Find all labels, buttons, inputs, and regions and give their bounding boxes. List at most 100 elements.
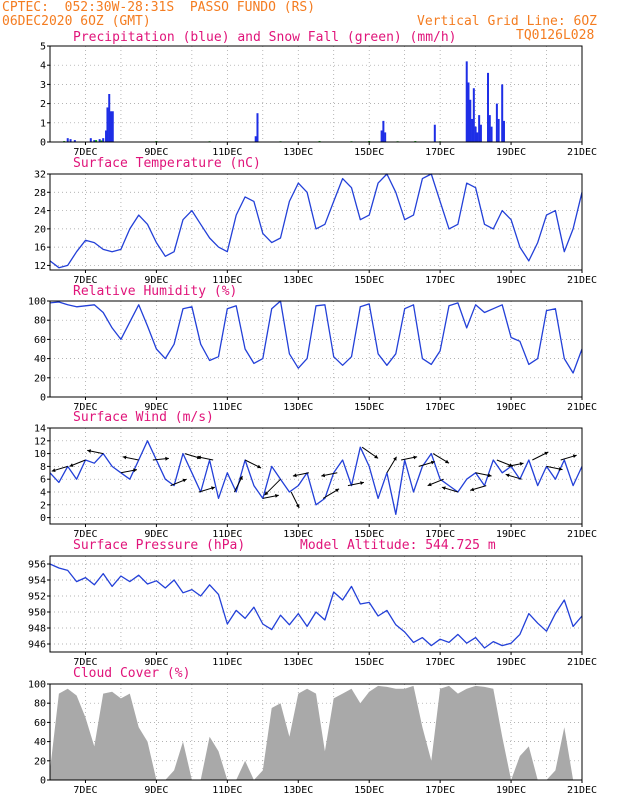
precip-bar — [69, 139, 72, 142]
precip-bar — [108, 94, 111, 142]
header-date: 06DEC2020 6OZ (GMT) — [2, 14, 151, 29]
precip-bar — [384, 132, 387, 142]
wind-arrow-head — [87, 449, 91, 453]
wind-ytick-label: 2 — [40, 500, 46, 511]
wind-arrow-head — [197, 455, 201, 460]
temp-xtick-label: 19DEC — [496, 275, 526, 286]
wind-arrow-head — [572, 454, 577, 458]
rh-xtick-label: 15DEC — [354, 402, 384, 413]
precip-bar — [488, 115, 491, 142]
precip-xtick-label: 11DEC — [212, 147, 242, 158]
wind-ytick-label: 4 — [40, 488, 46, 499]
precip-bar — [382, 120, 385, 142]
precip-bar — [467, 82, 470, 142]
wind-ytick-label: 10 — [34, 449, 46, 460]
precip-bar — [469, 99, 472, 142]
precip-bar — [93, 140, 96, 142]
precip-bar — [490, 126, 493, 142]
pres-ytick-label: 956 — [28, 560, 46, 571]
precip-bar — [89, 138, 92, 142]
precip-bar — [472, 88, 475, 142]
wind-ytick-label: 8 — [40, 462, 46, 473]
rh-series-line — [49, 300, 583, 374]
wind-arrow-head — [165, 456, 169, 461]
rh-ytick-label: 0 — [40, 393, 46, 404]
cloud-title: Cloud Cover (%) — [73, 666, 191, 681]
header-grid-line: Vertical Grid Line: 6OZ — [417, 14, 598, 29]
wind-ytick-label: 12 — [34, 436, 46, 447]
wind-arrow-head — [374, 454, 379, 459]
wind-arrow-head — [427, 482, 432, 487]
pres-xtick-label: 9DEC — [144, 657, 168, 668]
wind-xtick-label: 9DEC — [144, 529, 168, 540]
wind-arrow-head — [211, 486, 215, 490]
precip-bar — [66, 138, 69, 142]
precip-ytick-label: 1 — [40, 118, 46, 129]
wind-arrow-head — [295, 504, 300, 508]
temp-ytick-label: 20 — [34, 224, 46, 235]
rh-xtick-label: 7DEC — [73, 402, 97, 413]
precip-bar — [110, 111, 113, 142]
temp-xtick-label: 13DEC — [283, 275, 313, 286]
precip-bar — [478, 115, 481, 142]
precip-xtick-label: 17DEC — [425, 147, 455, 158]
precip-bar — [73, 140, 76, 142]
wind-arrow-head — [133, 468, 137, 473]
precip-bar — [106, 107, 109, 142]
wind-arrow-head — [264, 491, 269, 496]
wind-arrow-head — [122, 455, 127, 460]
precip-xtick-label: 9DEC — [144, 147, 168, 158]
precip-bar — [476, 132, 479, 142]
cloud-xtick-label: 21DEC — [567, 785, 597, 796]
rh-frame — [49, 300, 583, 398]
precip-bar — [380, 130, 383, 142]
precip-bar — [433, 124, 436, 142]
temp-xtick-label: 11DEC — [212, 275, 242, 286]
precip-bar — [501, 84, 504, 142]
header-code: TQ0126L028 — [516, 28, 595, 43]
cloud-xtick-label: 15DEC — [354, 785, 384, 796]
precip-ytick-label: 5 — [40, 42, 46, 53]
precip-bar — [98, 139, 101, 142]
precip-bar — [254, 136, 257, 142]
wind-arrow-head — [470, 487, 475, 492]
cloud-ytick-label: 80 — [34, 699, 46, 710]
rh-ytick-label: 80 — [34, 316, 46, 327]
precip-bar — [502, 120, 505, 142]
wind-arrow-head — [519, 462, 524, 466]
wind-title: Surface Wind (m/s) — [73, 410, 214, 425]
precip-xtick-label: 19DEC — [496, 147, 526, 158]
wind-arrow-head — [544, 451, 549, 456]
pres-altitude: Model Altitude: 544.725 m — [300, 538, 496, 553]
precip-xtick-label: 21DEC — [567, 147, 597, 158]
precip-xtick-label: 13DEC — [283, 147, 313, 158]
wind-arrow-head — [441, 486, 446, 490]
temp-series-line — [49, 173, 583, 269]
precip-bar — [111, 111, 114, 142]
pres-title: Surface Pressure (hPa) — [73, 538, 246, 553]
cloud-ytick-label: 20 — [34, 756, 46, 767]
wind-xtick-label: 21DEC — [567, 529, 597, 540]
wind-arrow — [264, 478, 281, 496]
wind-xtick-label: 11DEC — [212, 529, 242, 540]
precip-title: Precipitation (blue) and Snow Fall (gree… — [73, 30, 457, 45]
wind-arrow-head — [292, 473, 297, 478]
precip-xtick-label: 15DEC — [354, 147, 384, 158]
cloud-xtick-label: 13DEC — [283, 785, 313, 796]
wind-ytick-label: 6 — [40, 475, 46, 486]
wind-frame — [49, 427, 583, 525]
precip-bar — [95, 140, 98, 142]
cloud-ytick-label: 60 — [34, 718, 46, 729]
cloud-frame — [49, 683, 583, 781]
rh-ytick-label: 40 — [34, 354, 46, 365]
temp-frame — [49, 173, 583, 271]
wind-arrow-head — [430, 460, 435, 465]
wind-xtick-label: 7DEC — [73, 529, 97, 540]
pres-frame — [49, 555, 583, 653]
pres-ytick-label: 952 — [28, 592, 46, 603]
wind-arrow-head — [393, 456, 397, 461]
temp-ytick-label: 12 — [34, 261, 46, 272]
wind-arrow-head — [257, 464, 262, 469]
rh-xtick-label: 21DEC — [567, 402, 597, 413]
